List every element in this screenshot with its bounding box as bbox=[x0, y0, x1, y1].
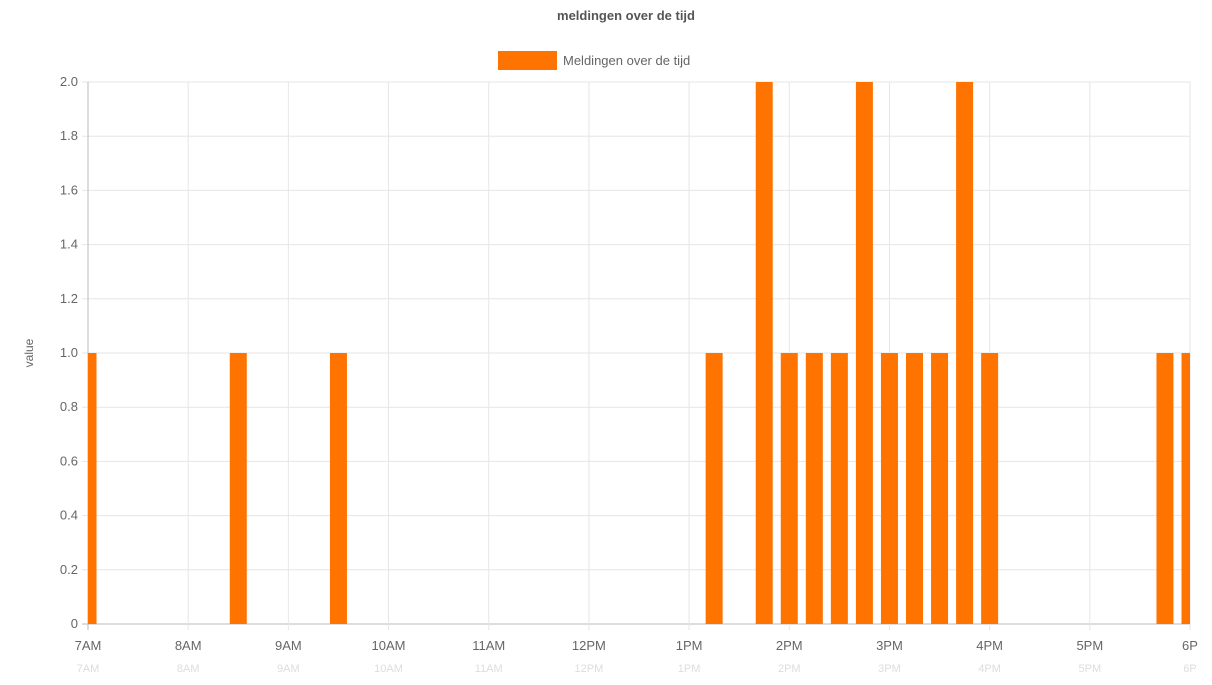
axes: 0 0.2 0.4 0.6 0.8 1.0 1.2 1.4 1.6 1.8 2.0 7AM 7AM 8AM… bbox=[60, 74, 1198, 675]
x-tick-label-secondary: 11AM bbox=[475, 663, 503, 675]
grid bbox=[82, 81, 1191, 630]
bar[interactable] bbox=[805, 353, 823, 624]
x-tick-label: 4PM bbox=[976, 638, 1003, 653]
bar[interactable] bbox=[1181, 353, 1191, 624]
bar[interactable] bbox=[830, 353, 848, 624]
x-tick-label: 6P bbox=[1182, 638, 1198, 653]
y-tick-label: 0.4 bbox=[60, 508, 78, 523]
y-tick-label: 0.8 bbox=[60, 399, 78, 414]
x-tick-label-secondary: 7AM bbox=[77, 663, 100, 675]
x-tick-label: 1PM bbox=[676, 638, 703, 653]
bar[interactable] bbox=[705, 353, 723, 624]
x-tick-label: 5PM bbox=[1076, 638, 1103, 653]
x-tick-label: 12PM bbox=[572, 638, 606, 653]
y-tick-label: 0.6 bbox=[60, 453, 78, 468]
bar[interactable] bbox=[329, 353, 347, 624]
bar[interactable] bbox=[956, 82, 974, 624]
x-tick-label-secondary: 6P bbox=[1183, 663, 1196, 675]
bar[interactable] bbox=[755, 82, 773, 624]
x-tick-label-secondary: 9AM bbox=[277, 663, 300, 675]
x-tick-label-secondary: 8AM bbox=[177, 663, 200, 675]
x-tick-label: 9AM bbox=[275, 638, 302, 653]
y-tick-label: 2.0 bbox=[60, 74, 78, 89]
x-tick-label-secondary: 12PM bbox=[575, 663, 604, 675]
bar[interactable] bbox=[229, 353, 247, 624]
chart-title: meldingen over de tijd bbox=[557, 8, 695, 23]
y-tick-label: 1.8 bbox=[60, 128, 78, 143]
y-tick-label: 1.4 bbox=[60, 237, 78, 252]
y-tick-label: 1.6 bbox=[60, 182, 78, 197]
bar[interactable] bbox=[88, 353, 97, 624]
x-tick-label: 3PM bbox=[876, 638, 903, 653]
x-tick-label-secondary: 2PM bbox=[778, 663, 801, 675]
legend[interactable]: Meldingen over de tijd bbox=[498, 51, 690, 70]
x-tick-label: 2PM bbox=[776, 638, 803, 653]
x-tick-label-secondary: 4PM bbox=[978, 663, 1001, 675]
bar[interactable] bbox=[931, 353, 949, 624]
x-tick-label-secondary: 10AM bbox=[374, 663, 403, 675]
x-tick-label: 8AM bbox=[175, 638, 202, 653]
bar[interactable] bbox=[880, 353, 898, 624]
bars bbox=[88, 82, 1190, 624]
legend-swatch bbox=[498, 51, 557, 70]
y-tick-label: 1.2 bbox=[60, 291, 78, 306]
bar[interactable] bbox=[906, 353, 923, 624]
bar[interactable] bbox=[1156, 353, 1174, 624]
y-tick-label: 0 bbox=[71, 616, 78, 631]
x-tick-label: 7AM bbox=[75, 638, 102, 653]
bar[interactable] bbox=[981, 353, 999, 624]
x-tick-label: 11AM bbox=[472, 638, 505, 653]
y-tick-label: 1.0 bbox=[60, 345, 78, 360]
x-tick-label-secondary: 5PM bbox=[1079, 663, 1102, 675]
y-axis-title: value bbox=[22, 338, 36, 367]
bar[interactable] bbox=[855, 82, 873, 624]
x-tick-label: 10AM bbox=[372, 638, 406, 653]
y-tick-label: 0.2 bbox=[60, 562, 78, 577]
x-tick-label-secondary: 1PM bbox=[678, 663, 701, 675]
bar[interactable] bbox=[780, 353, 798, 624]
legend-label: Meldingen over de tijd bbox=[563, 53, 690, 68]
x-tick-label-secondary: 3PM bbox=[878, 663, 901, 675]
